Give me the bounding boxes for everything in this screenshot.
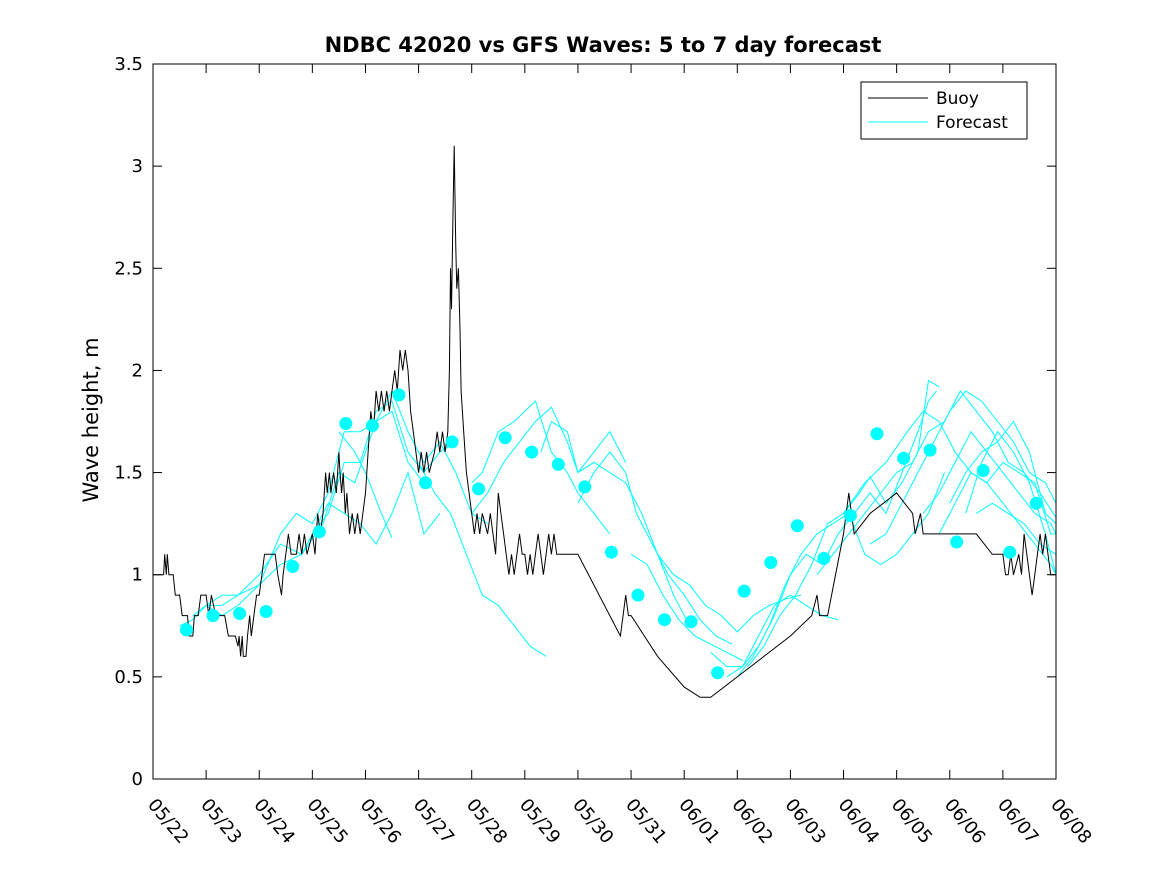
forecast-marker [1003,545,1017,559]
forecast-marker [923,443,937,457]
forecast-marker [525,445,539,459]
forecast-marker [419,476,432,490]
forecast-line-8 [471,406,627,514]
chart-title: NDBC 42020 vs GFS Waves: 5 to 7 day fore… [325,33,882,57]
y-tick-label: 2 [132,360,143,381]
y-axis-label: Wave height, m [79,337,103,502]
forecast-line-21 [976,502,1056,555]
forecast-marker [286,560,300,573]
forecast-marker [870,427,884,441]
forecast-marker [578,480,592,494]
forecast-line-5 [338,431,393,539]
forecast-line-17 [816,389,1056,576]
forecast-marker [737,584,751,598]
forecast-line-24 [965,430,1056,576]
forecast-marker [684,615,698,629]
forecast-line-20 [938,471,1056,575]
y-tick-label: 2.5 [114,258,143,279]
plot-frame [152,63,1057,780]
forecast-line-23 [843,410,1056,535]
forecast-line-9 [540,420,690,627]
forecast-marker [392,388,406,402]
y-tick-label: 3 [132,156,143,177]
forecast-line-12 [657,553,802,633]
legend-buoy-label: Buoy [936,89,979,109]
forecast-marker [976,464,990,477]
forecast-marker [631,588,645,602]
forecast-marker [711,666,725,680]
forecast-line-16 [736,472,945,678]
forecast-marker [180,623,193,637]
forecast-marker [233,607,247,620]
forecast-marker [445,435,459,449]
y-tick-label: 3.5 [114,54,143,75]
forecast-marker [365,419,379,433]
series-group [153,145,1056,698]
forecast-marker [950,535,964,549]
forecast-line-10 [577,451,733,645]
forecast-line-13 [710,594,839,668]
forecast-marker [472,482,486,496]
forecast-marker [843,509,857,522]
forecast-line-7 [471,400,611,535]
forecast-marker [339,417,353,430]
y-tick-label: 0.5 [114,667,143,688]
forecast-line-18 [869,390,1056,545]
y-tick-label: 1 [132,565,143,586]
plot-area [153,145,1056,698]
forecast-line-4 [311,470,441,546]
forecast-marker [312,525,326,539]
y-tick-label: 1.5 [114,463,143,484]
forecast-marker [259,605,273,618]
y-tick-label: 0 [132,769,143,790]
forecast-line-11 [630,553,743,661]
forecast-marker [604,545,618,559]
buoy-line [153,145,1056,698]
forecast-line-3 [206,389,488,606]
forecast-marker [790,519,804,533]
forecast-line-2 [192,400,457,616]
forecast-marker [498,431,512,445]
legend-forecast-label: Forecast [936,113,1008,133]
forecast-marker [206,609,220,623]
forecast-marker [764,556,778,569]
legend: Buoy Forecast [860,81,1028,140]
forecast-marker [1029,496,1043,510]
legend-box [860,81,1028,140]
forecast-marker [551,457,565,471]
forecast-marker [897,451,911,465]
forecast-marker [817,551,831,565]
forecast-line-19 [922,430,1056,535]
forecast-marker [658,613,671,627]
forecast-line-6 [418,462,547,657]
